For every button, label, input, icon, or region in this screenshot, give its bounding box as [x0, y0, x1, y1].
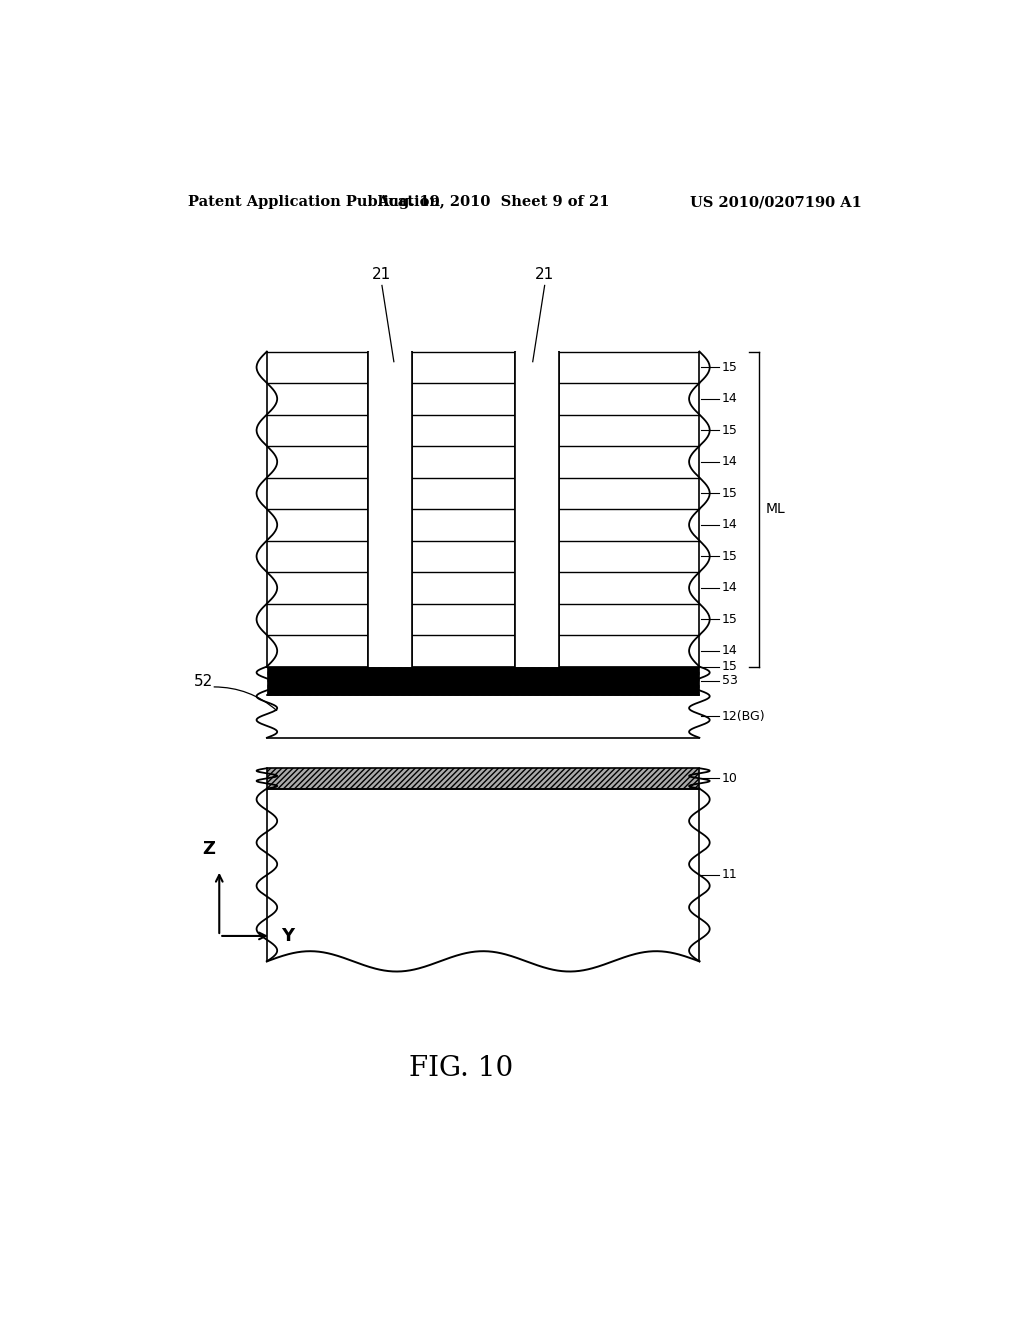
Bar: [558, 541, 699, 572]
Text: 14: 14: [722, 581, 737, 594]
Bar: [368, 351, 412, 667]
Text: 14: 14: [722, 392, 737, 405]
Text: 12(BG): 12(BG): [722, 710, 765, 723]
Text: 15: 15: [722, 487, 737, 500]
Text: 15: 15: [722, 424, 737, 437]
Bar: [412, 603, 515, 635]
Bar: [412, 635, 515, 667]
Text: 21: 21: [373, 268, 391, 282]
Bar: [267, 768, 699, 788]
Text: 15: 15: [722, 660, 737, 673]
Bar: [412, 478, 515, 510]
Text: US 2010/0207190 A1: US 2010/0207190 A1: [690, 195, 862, 209]
Bar: [267, 667, 699, 696]
Text: 15: 15: [722, 612, 737, 626]
Bar: [267, 383, 368, 414]
Bar: [412, 541, 515, 572]
Text: Patent Application Publication: Patent Application Publication: [187, 195, 439, 209]
Bar: [558, 603, 699, 635]
Bar: [267, 351, 368, 383]
Text: 53: 53: [722, 675, 737, 688]
Text: ML: ML: [765, 502, 785, 516]
Bar: [412, 414, 515, 446]
Text: 10: 10: [722, 772, 737, 785]
Bar: [558, 635, 699, 667]
Bar: [267, 788, 699, 961]
Text: 14: 14: [722, 644, 737, 657]
Bar: [267, 541, 368, 572]
Bar: [267, 572, 368, 603]
Bar: [558, 383, 699, 414]
Bar: [267, 478, 368, 510]
Text: 15: 15: [722, 360, 737, 374]
Bar: [267, 635, 368, 667]
Bar: [558, 414, 699, 446]
Bar: [412, 351, 515, 383]
Text: Aug. 19, 2010  Sheet 9 of 21: Aug. 19, 2010 Sheet 9 of 21: [377, 195, 609, 209]
Text: 14: 14: [722, 519, 737, 532]
Text: Z: Z: [203, 840, 215, 858]
Bar: [412, 383, 515, 414]
Text: 52: 52: [194, 675, 213, 689]
Bar: [558, 510, 699, 541]
Bar: [412, 572, 515, 603]
Text: FIG. 10: FIG. 10: [410, 1055, 513, 1081]
Bar: [558, 446, 699, 478]
Bar: [412, 510, 515, 541]
Bar: [267, 696, 699, 738]
Bar: [515, 351, 558, 667]
Bar: [267, 510, 368, 541]
Text: 14: 14: [722, 455, 737, 469]
Bar: [558, 572, 699, 603]
Bar: [412, 446, 515, 478]
Bar: [267, 446, 368, 478]
Text: Y: Y: [282, 927, 294, 945]
Bar: [267, 603, 368, 635]
Text: 15: 15: [722, 550, 737, 562]
Text: 11: 11: [722, 869, 737, 882]
Bar: [267, 414, 368, 446]
Text: 21: 21: [535, 268, 554, 282]
Bar: [558, 478, 699, 510]
Bar: [558, 351, 699, 383]
